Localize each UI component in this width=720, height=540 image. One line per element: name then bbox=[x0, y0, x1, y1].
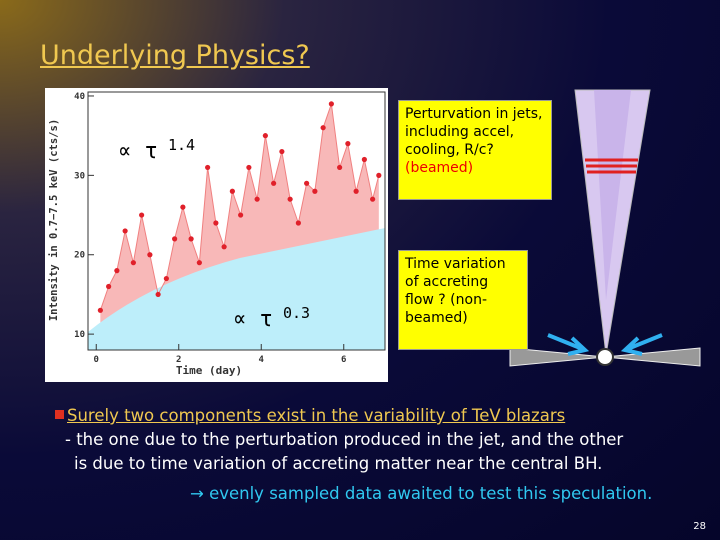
data-point bbox=[353, 188, 359, 194]
slide-title: Underlying Physics? bbox=[40, 40, 310, 71]
data-point bbox=[345, 141, 351, 147]
data-point bbox=[238, 212, 244, 218]
annotation: ∝ τ bbox=[118, 139, 158, 164]
black-hole bbox=[596, 348, 614, 366]
plot-frame bbox=[87, 91, 386, 351]
callout-beamed: Perturvation in jets, including accel, c… bbox=[398, 100, 552, 200]
bullet-line: is due to time variation of accreting ma… bbox=[74, 454, 603, 473]
data-point bbox=[279, 148, 285, 155]
data-point bbox=[97, 307, 103, 313]
data-point bbox=[312, 188, 318, 194]
jet-blobs bbox=[585, 158, 638, 174]
callout-non-beamed: Time variation of accreting flow ? (non-… bbox=[398, 250, 528, 350]
chart: Time (day) Intensity in 0.7−7.5 keV (cts… bbox=[48, 89, 701, 377]
callout-text: Perturvation in jets, including accel, c… bbox=[405, 106, 543, 158]
bullet: Surely two components exist in the varia… bbox=[55, 404, 652, 506]
data-point bbox=[188, 236, 194, 242]
data-point bbox=[328, 101, 334, 107]
callout-text: Time variation of accreting flow ? (non-… bbox=[405, 256, 506, 326]
data-point bbox=[262, 133, 268, 139]
data-point bbox=[361, 156, 367, 163]
callout-highlight: (beamed) bbox=[405, 160, 474, 176]
disk-right bbox=[604, 347, 701, 367]
bullet-conclusion: → evenly sampled data awaited to test th… bbox=[190, 484, 653, 503]
data-point bbox=[155, 291, 161, 298]
data-point bbox=[376, 172, 382, 178]
data-point bbox=[254, 196, 260, 202]
x-tick-label: 2 bbox=[176, 355, 181, 365]
data-point bbox=[246, 164, 252, 171]
annotation: ∝ τ bbox=[233, 307, 273, 332]
x-tick-label: 0 bbox=[94, 355, 99, 365]
data-point bbox=[287, 196, 293, 202]
data-point bbox=[180, 204, 186, 210]
y-tick-label: 40 bbox=[74, 92, 85, 102]
inflow-arrows bbox=[547, 333, 663, 356]
data-point bbox=[337, 164, 343, 171]
data-point bbox=[130, 260, 136, 266]
bullet-marker bbox=[55, 410, 64, 419]
annotation-exponent: 0.3 bbox=[283, 304, 310, 322]
data-point bbox=[139, 212, 145, 218]
x-tick-label: 4 bbox=[259, 355, 265, 365]
page-number: 28 bbox=[693, 521, 706, 532]
y-tick-label: 30 bbox=[74, 171, 85, 181]
y-axis-label: Intensity in 0.7−7.5 keV (cts/s) bbox=[48, 119, 60, 321]
data-point bbox=[229, 188, 235, 194]
data-point bbox=[122, 228, 128, 234]
jet-core bbox=[594, 90, 631, 300]
data-point bbox=[196, 260, 202, 266]
disk-left bbox=[509, 347, 606, 367]
data-point bbox=[106, 283, 112, 290]
data-point bbox=[114, 268, 120, 274]
bullet-heading: Surely two components exist in the varia… bbox=[67, 406, 566, 425]
data-point bbox=[295, 220, 301, 226]
annotation-exponent: 1.4 bbox=[168, 136, 195, 154]
data-point bbox=[304, 180, 310, 186]
x-axis-label: Time (day) bbox=[176, 364, 242, 377]
data-point bbox=[163, 275, 169, 282]
data-point bbox=[213, 220, 219, 226]
x-tick-label: 6 bbox=[341, 355, 346, 365]
y-tick-label: 10 bbox=[74, 330, 85, 340]
bullet-line: - the one due to the perturbation produc… bbox=[65, 430, 624, 449]
data-point bbox=[320, 125, 326, 131]
steady-component bbox=[88, 228, 385, 350]
data-point bbox=[221, 244, 227, 250]
data-point bbox=[147, 252, 153, 258]
data-point bbox=[172, 236, 178, 242]
data-point bbox=[370, 196, 376, 202]
y-tick-label: 20 bbox=[74, 251, 85, 261]
data-point bbox=[205, 164, 211, 171]
data-point bbox=[271, 180, 277, 186]
